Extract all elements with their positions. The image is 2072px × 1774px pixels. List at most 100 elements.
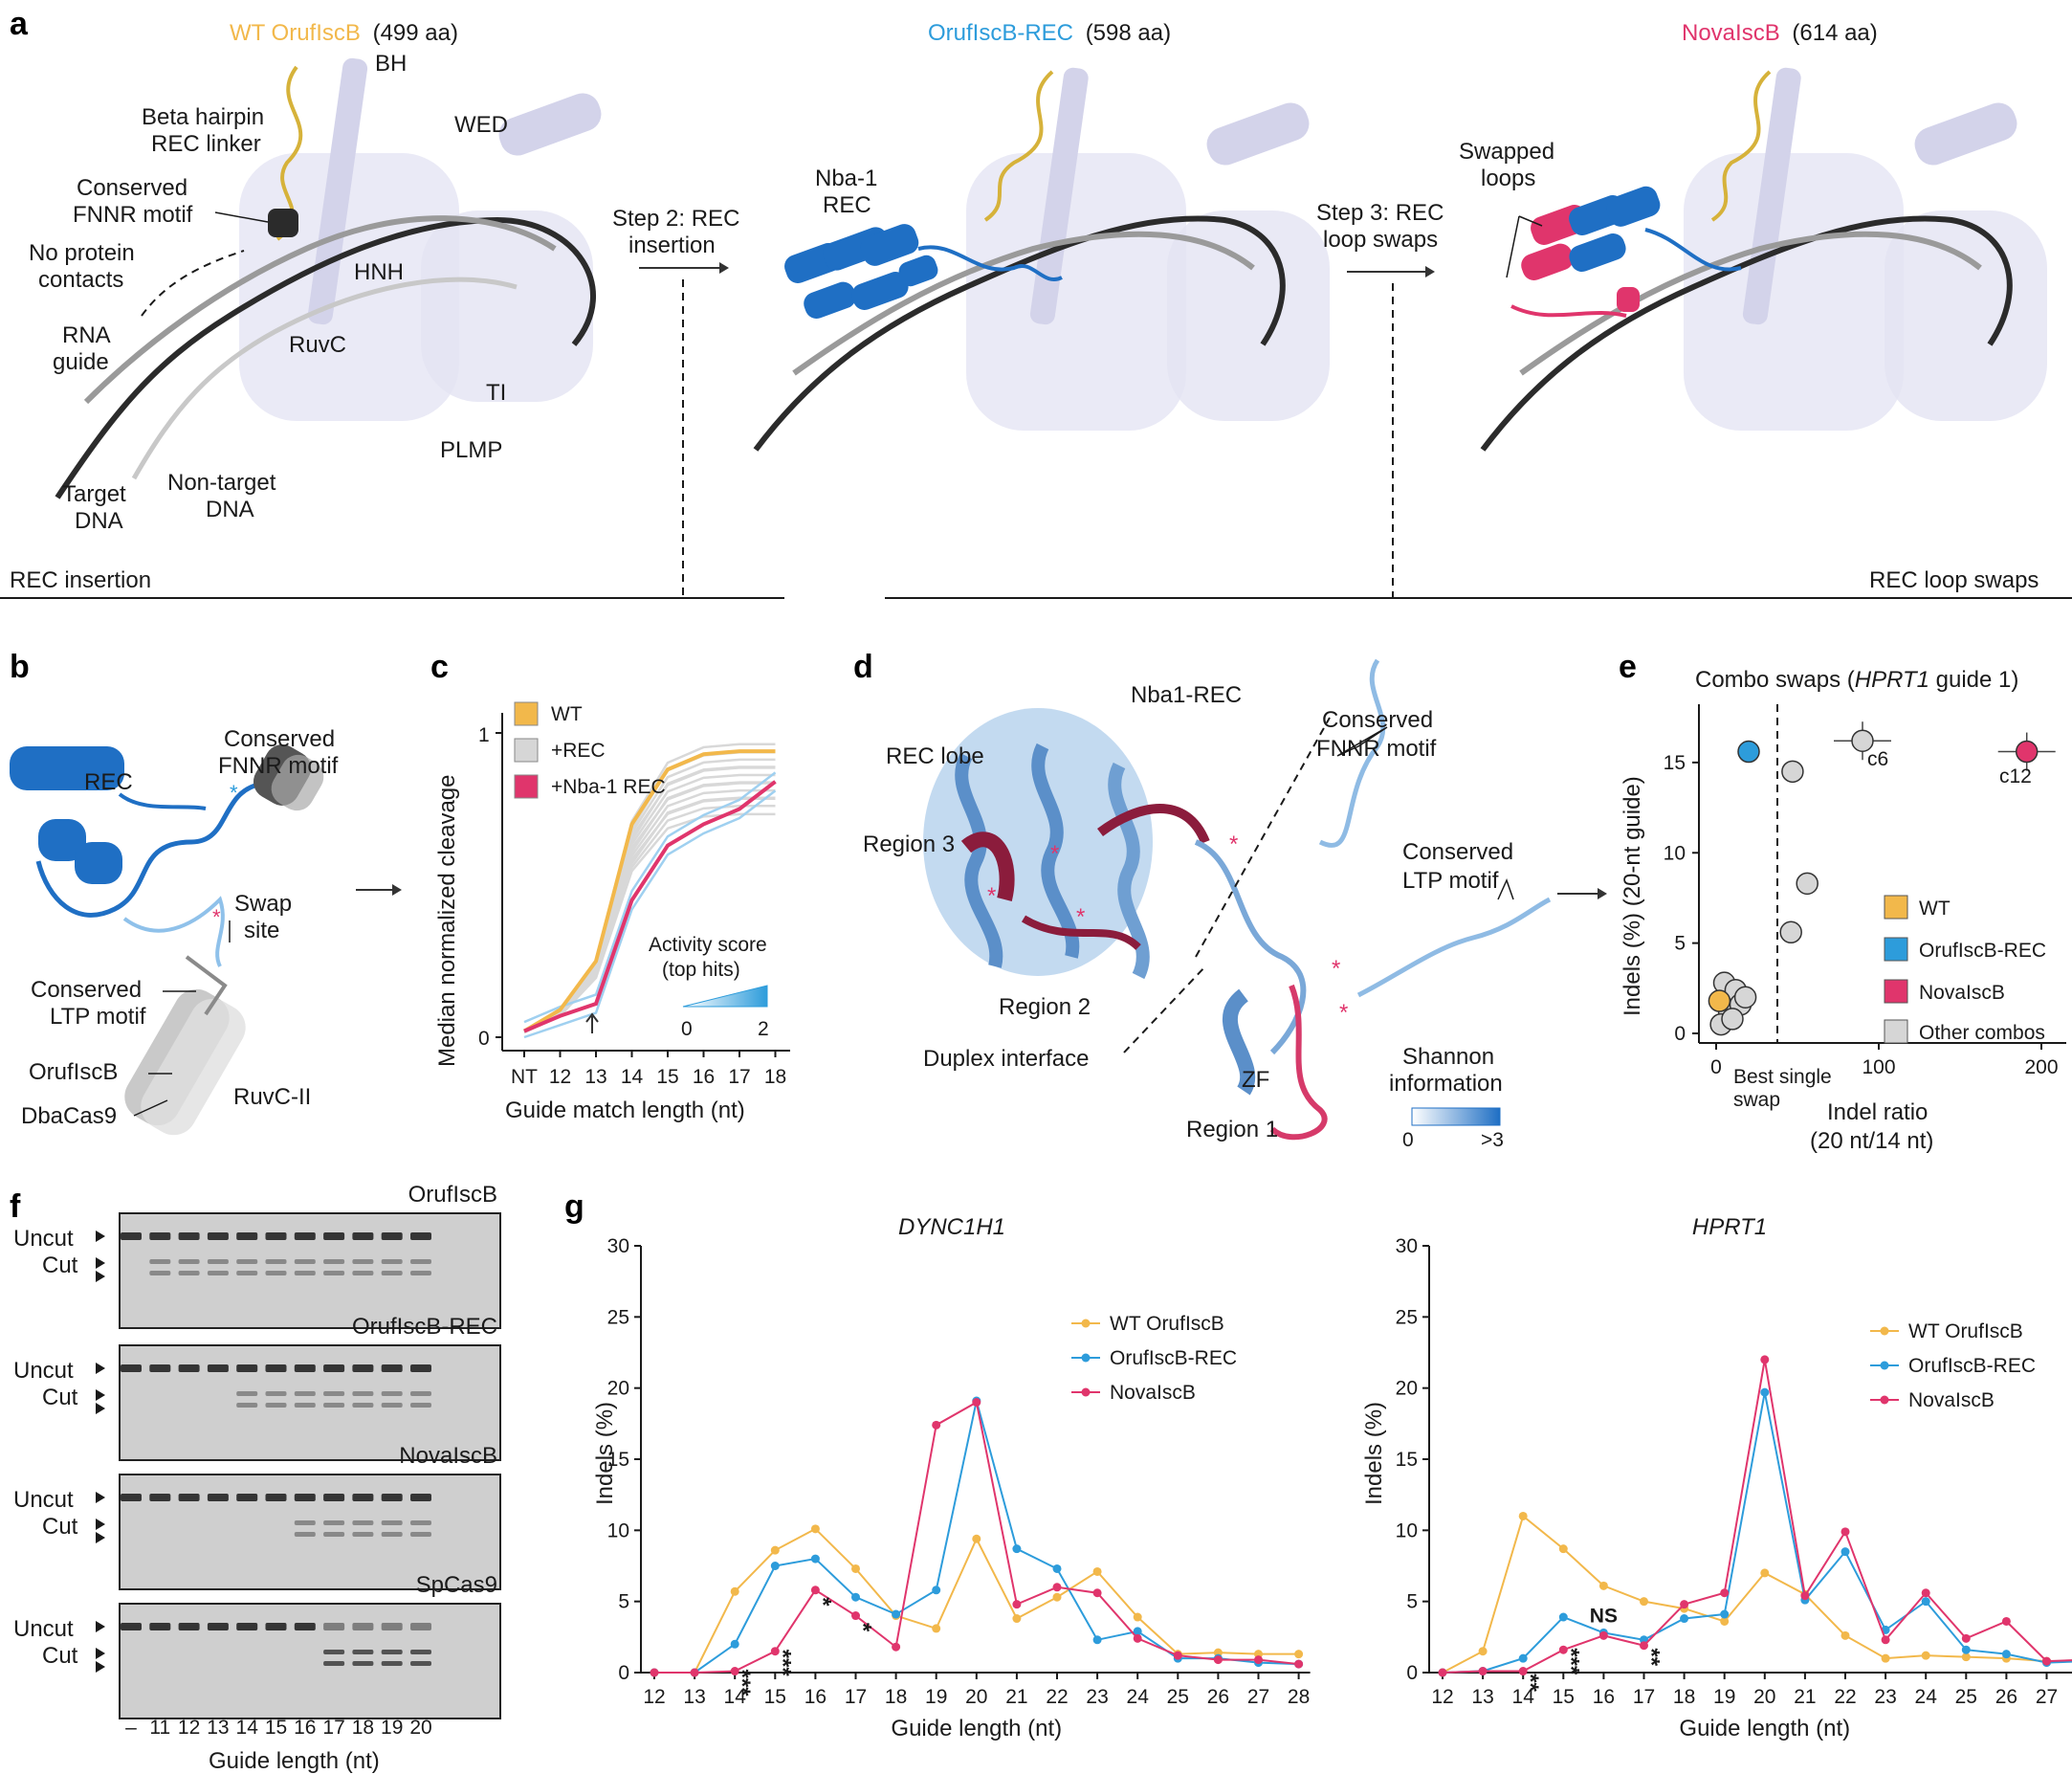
g-point: [1518, 1653, 1528, 1663]
label-hnh: HNH: [354, 259, 404, 285]
label-target-2: DNA: [75, 508, 123, 534]
g-point: [1841, 1630, 1850, 1640]
g-significance: **: [1639, 1648, 1664, 1666]
f-lane-label: 15: [265, 1717, 287, 1739]
f-lane-label: 18: [352, 1717, 374, 1739]
svg-text:*: *: [1339, 1000, 1348, 1026]
label-no-contacts-2: contacts: [38, 267, 123, 293]
g-xtick-label: 12: [1431, 1686, 1453, 1708]
f-band-uncut: [352, 1494, 374, 1501]
title-rec-suffix: (598 aa): [1086, 20, 1171, 46]
g-xtick-label: 15: [764, 1686, 786, 1708]
c-legend-nba: +Nba-1 REC: [551, 776, 666, 798]
g-point: [730, 1586, 739, 1596]
f-band-cut: [381, 1650, 403, 1654]
f-band-uncut: [236, 1364, 258, 1372]
c-series: [522, 749, 777, 1033]
e-point-othercombos: [1733, 986, 1757, 1009]
svg-text:*: *: [1229, 832, 1238, 857]
f-gel-label: NovaIscB: [399, 1443, 497, 1469]
g-ytick-label: 10: [1396, 1519, 1418, 1541]
f-lane-label: 20: [409, 1717, 431, 1739]
g-point: [1518, 1511, 1528, 1520]
label-no-contacts-1: No protein: [29, 240, 135, 266]
f-band-cut: [323, 1532, 345, 1537]
d-zf: ZF: [1242, 1067, 1269, 1093]
e-ann-best-1: Best single: [1733, 1066, 1832, 1088]
f-band-uncut: [207, 1623, 229, 1630]
f-band-cut: [236, 1391, 258, 1396]
e-ytick-label: 5: [1674, 933, 1686, 955]
f-band-cut: [207, 1271, 229, 1275]
label-nontarget-2: DNA: [206, 497, 254, 522]
f-band-uncut: [323, 1232, 345, 1240]
f-marker: [96, 1648, 105, 1659]
f-marker: [96, 1661, 105, 1673]
f-band-uncut: [381, 1364, 403, 1372]
g-point: [1720, 1609, 1730, 1619]
c-activity-tick2: 2: [758, 1018, 769, 1040]
c-series-nba1rec: [523, 780, 777, 1033]
f-band-cut: [352, 1661, 374, 1666]
f-marker: [96, 1532, 105, 1543]
d-shannon-tick3: >3: [1481, 1129, 1504, 1151]
b-ltp-1: Conserved: [31, 977, 142, 1003]
label-plmp: PLMP: [440, 437, 502, 463]
g-chart-hprt1: HPRT1 0 5 10 15 20 25 30 12 13 14 15 16 17 18 19 20 21 22 2…: [1361, 1214, 2072, 1741]
f-band-uncut: [265, 1232, 287, 1240]
f-band-cut: [323, 1259, 345, 1264]
panel-e-letter: e: [1619, 649, 1637, 685]
b-fnnr-1: Conserved: [224, 726, 335, 752]
panel-d-structure: * * * * * *: [923, 658, 1552, 1141]
g-point: [1760, 1568, 1770, 1578]
g-title: DYNC1H1: [898, 1214, 1005, 1240]
e-point-othercombos: [1781, 760, 1804, 784]
d-shannon-1: Shannon: [1402, 1044, 1494, 1070]
g-point: [932, 1420, 941, 1430]
g-point: [1720, 1616, 1730, 1626]
e-yticks: 0 5 10 15: [1664, 752, 1699, 1045]
f-band-cut: [410, 1661, 431, 1666]
g-legend-label: NovaIscB: [1110, 1382, 1196, 1404]
g-legend-label: WT OrufIscB: [1908, 1320, 2023, 1342]
step3-line2: loop swaps: [1323, 227, 1438, 253]
label-swapped-1: Swapped: [1459, 139, 1554, 165]
g-ytick-label: 5: [1406, 1591, 1418, 1613]
g-point: [1052, 1563, 1062, 1573]
e-point-othercombos: [1851, 729, 1874, 752]
f-band-cut: [381, 1520, 403, 1525]
g-xtick-label: 16: [805, 1686, 827, 1708]
f-cut-label: Cut: [42, 1253, 78, 1278]
g-significance: NS: [1590, 1605, 1618, 1627]
label-nontarget-1: Non-target: [167, 470, 276, 496]
panel-e: e Combo swaps (HPRT1 guide 1) Indels (%)…: [1619, 649, 2066, 1154]
d-ltp-2: LTP motif: [1402, 868, 1499, 894]
g-xtick-label: 14: [1512, 1686, 1535, 1708]
g-point: [1598, 1581, 1608, 1590]
g-series-line: [654, 1527, 1299, 1674]
g-xtick-label: 27: [1247, 1686, 1269, 1708]
d-nba1rec: Nba1-REC: [1131, 682, 1242, 708]
title-wt-suffix: (499 aa): [373, 20, 458, 46]
f-band-cut: [294, 1271, 316, 1275]
panel-c: c Median normalized cleavage 1 0 NT 12 13 1…: [430, 649, 790, 1123]
g-point: [1598, 1630, 1608, 1640]
f-band-cut: [381, 1532, 403, 1537]
g-point: [1254, 1655, 1263, 1665]
g-xtick-label: 17: [1633, 1686, 1655, 1708]
e-title-suffix: guide 1): [1929, 667, 2018, 693]
c-ytick-0: 0: [478, 1028, 490, 1050]
e-ylabel: Indels (%) (20-nt guide): [1620, 776, 1645, 1016]
label-fnnr-1: Conserved: [77, 175, 187, 201]
b-star-blue: *: [230, 781, 238, 805]
f-cut-label: Cut: [42, 1385, 78, 1410]
f-band-uncut: [178, 1494, 200, 1501]
g-point: [1720, 1588, 1730, 1598]
f-band-cut: [381, 1259, 403, 1264]
g-point: [1213, 1655, 1223, 1665]
f-band-cut: [178, 1271, 200, 1275]
f-band-cut: [236, 1259, 258, 1264]
g-ytick-label: 25: [607, 1306, 629, 1328]
e-ytick-label: 15: [1664, 752, 1686, 774]
label-beta-hairpin-1: Beta hairpin: [142, 104, 264, 130]
